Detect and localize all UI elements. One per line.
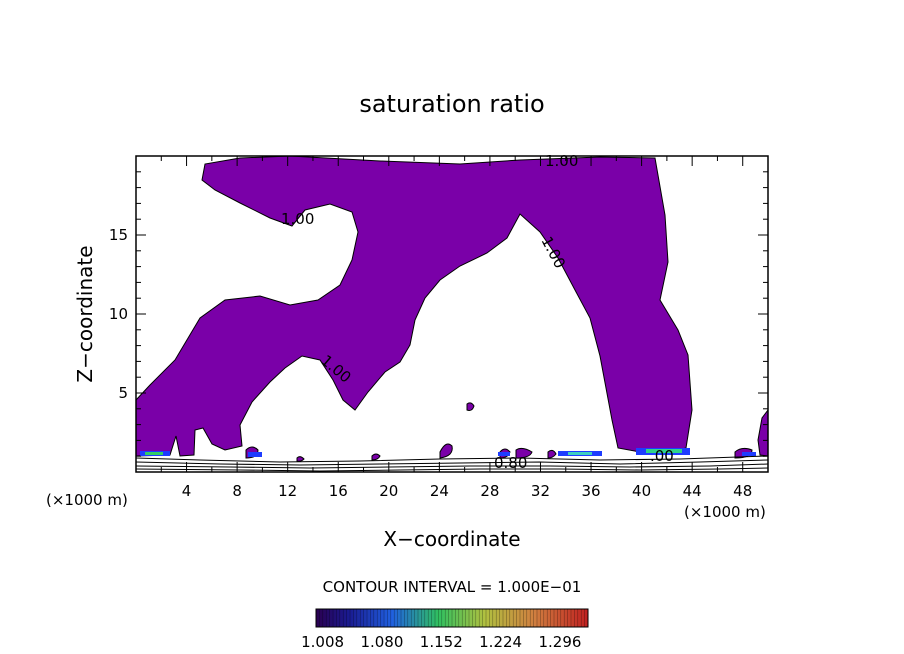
x-unit-label: (×1000 m) bbox=[684, 503, 766, 521]
core-1-inner bbox=[145, 452, 163, 455]
contour-label: 1.00 bbox=[545, 152, 578, 170]
y-axis-label: Z−coordinate bbox=[73, 245, 97, 382]
y-tick-label: 10 bbox=[109, 305, 128, 323]
axis-ticks bbox=[136, 156, 768, 472]
y-tick-label: 15 bbox=[109, 226, 128, 244]
patch-3 bbox=[466, 402, 475, 411]
y-tick-labels: 5 10 15 bbox=[109, 226, 128, 402]
x-tick-label: 32 bbox=[531, 482, 550, 500]
colorbar-tick-label: 1.008 bbox=[301, 633, 344, 651]
x-tick-label: 40 bbox=[632, 482, 651, 500]
x-tick-labels: 4 8 12 16 20 24 28 32 36 40 44 48 bbox=[182, 482, 752, 500]
chart-title: saturation ratio bbox=[359, 90, 544, 118]
x-tick-label: 44 bbox=[683, 482, 702, 500]
colorbar-labels: 1.008 1.080 1.152 1.224 1.296 bbox=[301, 633, 581, 651]
x-tick-label: 8 bbox=[232, 482, 242, 500]
colorbar-tick-label: 1.080 bbox=[360, 633, 403, 651]
colorbar-tick-label: 1.296 bbox=[538, 633, 581, 651]
y-unit-label: (×1000 m) bbox=[46, 491, 128, 509]
core-2 bbox=[248, 452, 262, 457]
saturation-region-main bbox=[135, 155, 693, 457]
y-tick-label: 5 bbox=[118, 384, 128, 402]
x-tick-label: 48 bbox=[733, 482, 752, 500]
colorbar-tick-label: 1.224 bbox=[479, 633, 522, 651]
x-tick-label: 4 bbox=[182, 482, 192, 500]
core-3-inner bbox=[568, 452, 592, 455]
contour-label: 0.80 bbox=[494, 454, 527, 472]
x-tick-label: 28 bbox=[480, 482, 499, 500]
x-tick-label: 20 bbox=[379, 482, 398, 500]
contour-label: 1.00 bbox=[281, 210, 314, 228]
contour-interval-label: CONTOUR INTERVAL = 1.000E−01 bbox=[323, 578, 582, 596]
contour-label: .00 bbox=[650, 447, 674, 465]
colorbar-stripes bbox=[319, 609, 585, 627]
contour-lines bbox=[135, 455, 769, 472]
core-6 bbox=[742, 452, 756, 456]
x-tick-label: 16 bbox=[329, 482, 348, 500]
saturation-region bbox=[135, 155, 769, 462]
x-tick-label: 24 bbox=[430, 482, 449, 500]
core-5 bbox=[498, 452, 510, 456]
x-tick-label: 36 bbox=[581, 482, 600, 500]
patch-8 bbox=[371, 453, 381, 461]
saturation-region-right-strip bbox=[757, 408, 769, 457]
patch-6 bbox=[547, 449, 557, 459]
colorbar-tick-label: 1.152 bbox=[420, 633, 463, 651]
x-axis-label: X−coordinate bbox=[383, 527, 520, 551]
core-4-inner bbox=[646, 449, 682, 453]
patch-9 bbox=[296, 456, 305, 462]
patch-2 bbox=[439, 443, 453, 459]
x-tick-label: 12 bbox=[278, 482, 297, 500]
high-ratio-cores bbox=[140, 448, 756, 457]
